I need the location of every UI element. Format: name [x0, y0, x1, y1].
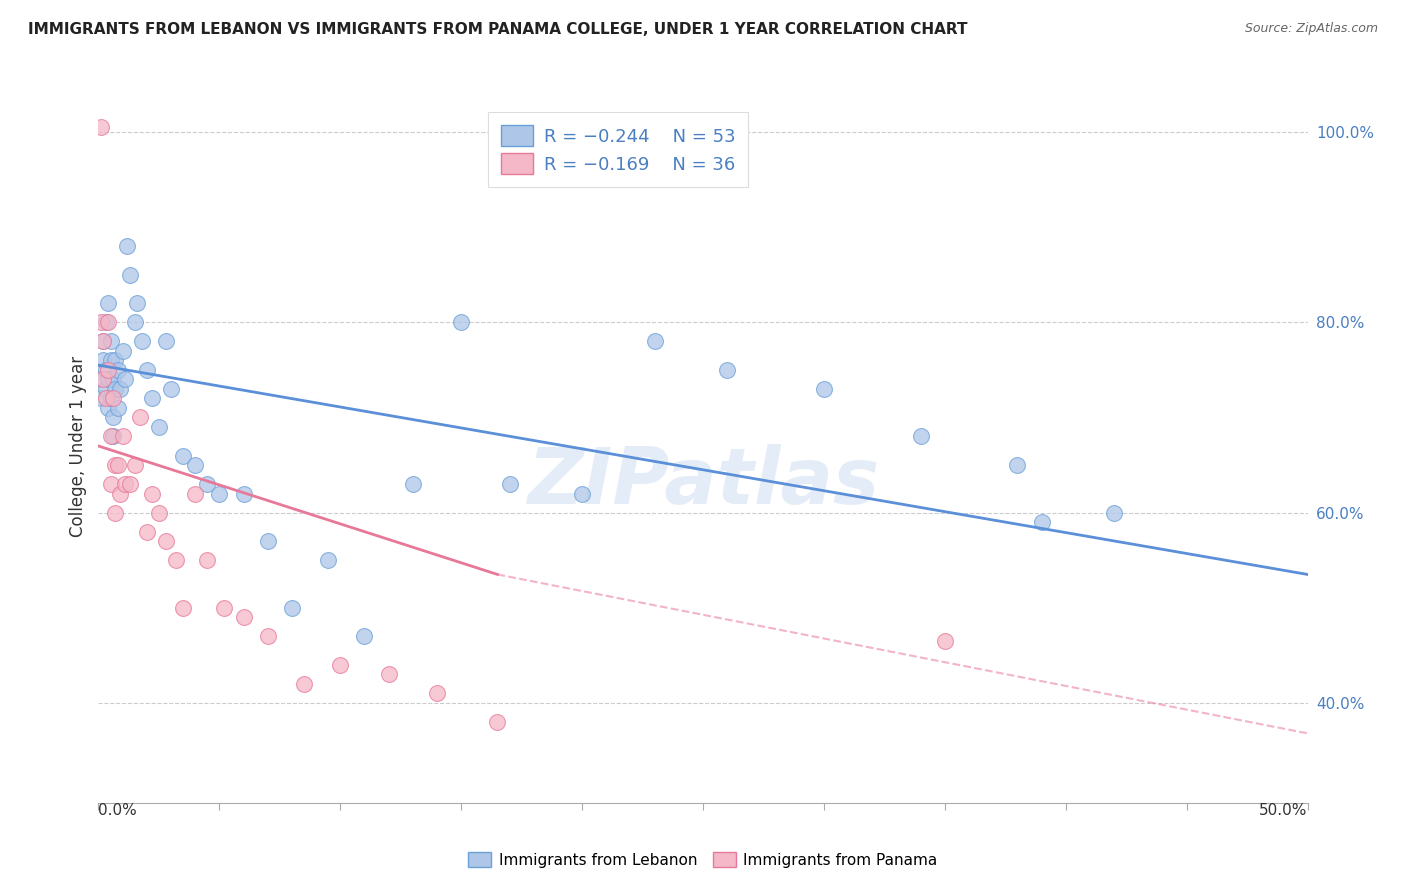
Point: [114, 372, 136, 386]
Point: [101, 410, 124, 425]
Point: [910, 429, 932, 443]
Point: [101, 392, 124, 406]
Point: [329, 657, 352, 672]
Point: [101, 372, 124, 386]
Point: [256, 534, 278, 549]
Point: [124, 458, 146, 472]
Point: [131, 334, 153, 349]
Text: 50.0%: 50.0%: [1260, 803, 1308, 818]
Point: [107, 363, 129, 377]
Point: [100, 392, 122, 406]
Point: [128, 410, 150, 425]
Point: [101, 429, 124, 443]
Point: [486, 714, 509, 729]
Text: 0.0%: 0.0%: [98, 803, 138, 818]
Point: [155, 334, 177, 349]
Point: [1031, 515, 1053, 529]
Point: [100, 429, 122, 443]
Text: Source: ZipAtlas.com: Source: ZipAtlas.com: [1244, 22, 1378, 36]
Point: [90, 372, 112, 386]
Point: [402, 477, 425, 491]
Point: [94, 382, 117, 396]
Point: [91, 372, 114, 386]
Point: [1007, 458, 1029, 472]
Point: [111, 343, 134, 358]
Point: [111, 429, 134, 443]
Point: [104, 353, 127, 368]
Point: [104, 506, 127, 520]
Point: [97, 315, 120, 329]
Point: [97, 401, 120, 415]
Point: [97, 363, 120, 377]
Legend: R = −0.244    N = 53, R = −0.169    N = 36: R = −0.244 N = 53, R = −0.169 N = 36: [488, 112, 748, 186]
Point: [100, 353, 122, 368]
Point: [127, 296, 149, 310]
Point: [107, 401, 129, 415]
Point: [114, 477, 136, 491]
Point: [934, 634, 956, 648]
Point: [160, 382, 183, 396]
Point: [184, 458, 207, 472]
Legend: Immigrants from Lebanon, Immigrants from Panama: Immigrants from Lebanon, Immigrants from…: [461, 844, 945, 875]
Point: [208, 486, 231, 500]
Point: [97, 296, 120, 310]
Y-axis label: College, Under 1 year: College, Under 1 year: [69, 355, 87, 537]
Text: IMMIGRANTS FROM LEBANON VS IMMIGRANTS FROM PANAMA COLLEGE, UNDER 1 YEAR CORRELAT: IMMIGRANTS FROM LEBANON VS IMMIGRANTS FR…: [28, 22, 967, 37]
Point: [292, 677, 315, 691]
Point: [426, 686, 449, 700]
Point: [644, 334, 666, 349]
Point: [195, 553, 218, 567]
Point: [118, 477, 141, 491]
Point: [232, 486, 254, 500]
Point: [571, 486, 593, 500]
Point: [148, 506, 170, 520]
Point: [91, 334, 114, 349]
Point: [135, 363, 157, 377]
Point: [450, 315, 472, 329]
Point: [104, 382, 127, 396]
Point: [94, 392, 117, 406]
Point: [498, 477, 520, 491]
Point: [104, 458, 127, 472]
Point: [91, 334, 114, 349]
Point: [377, 667, 399, 681]
Point: [124, 315, 146, 329]
Point: [117, 239, 139, 253]
Point: [155, 534, 177, 549]
Point: [107, 458, 129, 472]
Point: [256, 629, 278, 643]
Point: [108, 486, 131, 500]
Point: [353, 629, 375, 643]
Point: [91, 353, 114, 368]
Point: [195, 477, 218, 491]
Point: [172, 449, 194, 463]
Point: [148, 420, 170, 434]
Point: [716, 363, 738, 377]
Point: [172, 600, 194, 615]
Point: [90, 120, 112, 135]
Point: [90, 392, 112, 406]
Point: [90, 315, 112, 329]
Point: [100, 334, 122, 349]
Point: [184, 486, 207, 500]
Point: [94, 363, 117, 377]
Point: [141, 486, 163, 500]
Point: [141, 392, 163, 406]
Point: [108, 382, 131, 396]
Point: [135, 524, 157, 539]
Point: [813, 382, 835, 396]
Point: [1102, 506, 1125, 520]
Point: [118, 268, 141, 282]
Text: ZIPatlas: ZIPatlas: [527, 443, 879, 520]
Point: [316, 553, 339, 567]
Point: [232, 610, 254, 624]
Point: [165, 553, 187, 567]
Point: [94, 315, 117, 329]
Point: [100, 477, 122, 491]
Point: [281, 600, 304, 615]
Point: [97, 372, 120, 386]
Point: [212, 600, 235, 615]
